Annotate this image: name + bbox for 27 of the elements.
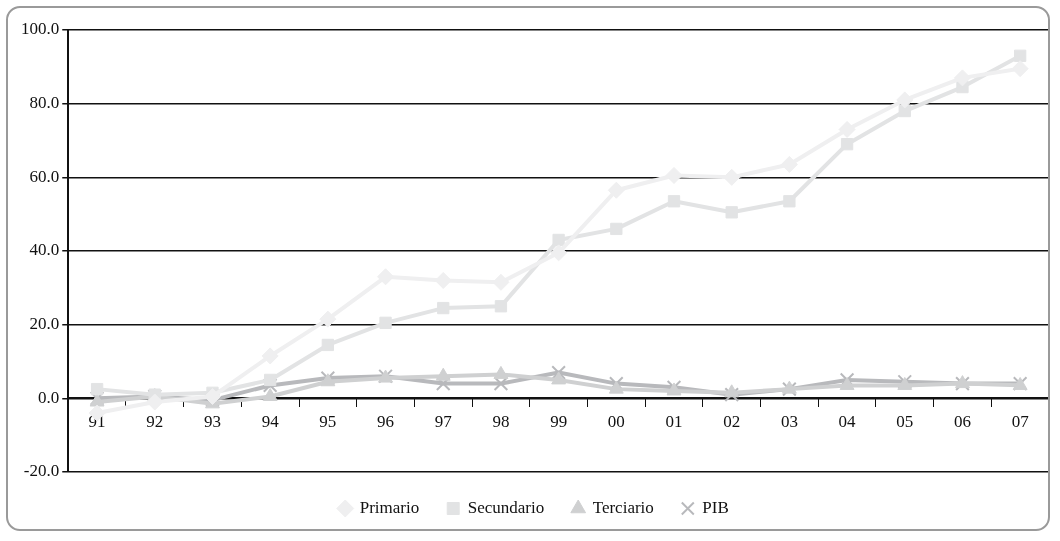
y-tick-label: 80.0 <box>29 93 60 113</box>
x-tick-label: 07 <box>1011 412 1030 431</box>
x-tick-label: 97 <box>434 412 453 431</box>
legend-label: PIB <box>702 497 729 517</box>
x-tick-label: 00 <box>607 412 625 431</box>
x-tick-label: 95 <box>319 412 337 431</box>
y-tick-label: 40.0 <box>29 240 60 260</box>
x-tick-label: 01 <box>665 412 683 431</box>
x-tick-label: 92 <box>146 412 164 431</box>
legend-label: Primario <box>359 497 420 517</box>
x-tick-label: 93 <box>203 412 221 431</box>
legend-label: Secundario <box>467 497 545 517</box>
y-tick-label: 60.0 <box>29 166 60 186</box>
y-tick-label: 100.0 <box>21 19 60 39</box>
x-tick-label: 94 <box>261 412 280 431</box>
legend-label: Terciario <box>592 497 654 517</box>
x-tick-label: 99 <box>550 412 568 431</box>
x-tick-label: 06 <box>953 412 971 431</box>
x-tick-label: 96 <box>377 412 395 431</box>
x-tick-label: 05 <box>896 412 914 431</box>
y-tick-label: 20.0 <box>29 314 60 334</box>
x-tick-label: 04 <box>838 412 857 431</box>
x-tick-label: 98 <box>492 412 510 431</box>
y-tick-label: 0.0 <box>38 387 60 407</box>
x-tick-label: 03 <box>780 412 798 431</box>
y-tick-label: -20.0 <box>23 461 60 481</box>
x-tick-label: 02 <box>723 412 741 431</box>
